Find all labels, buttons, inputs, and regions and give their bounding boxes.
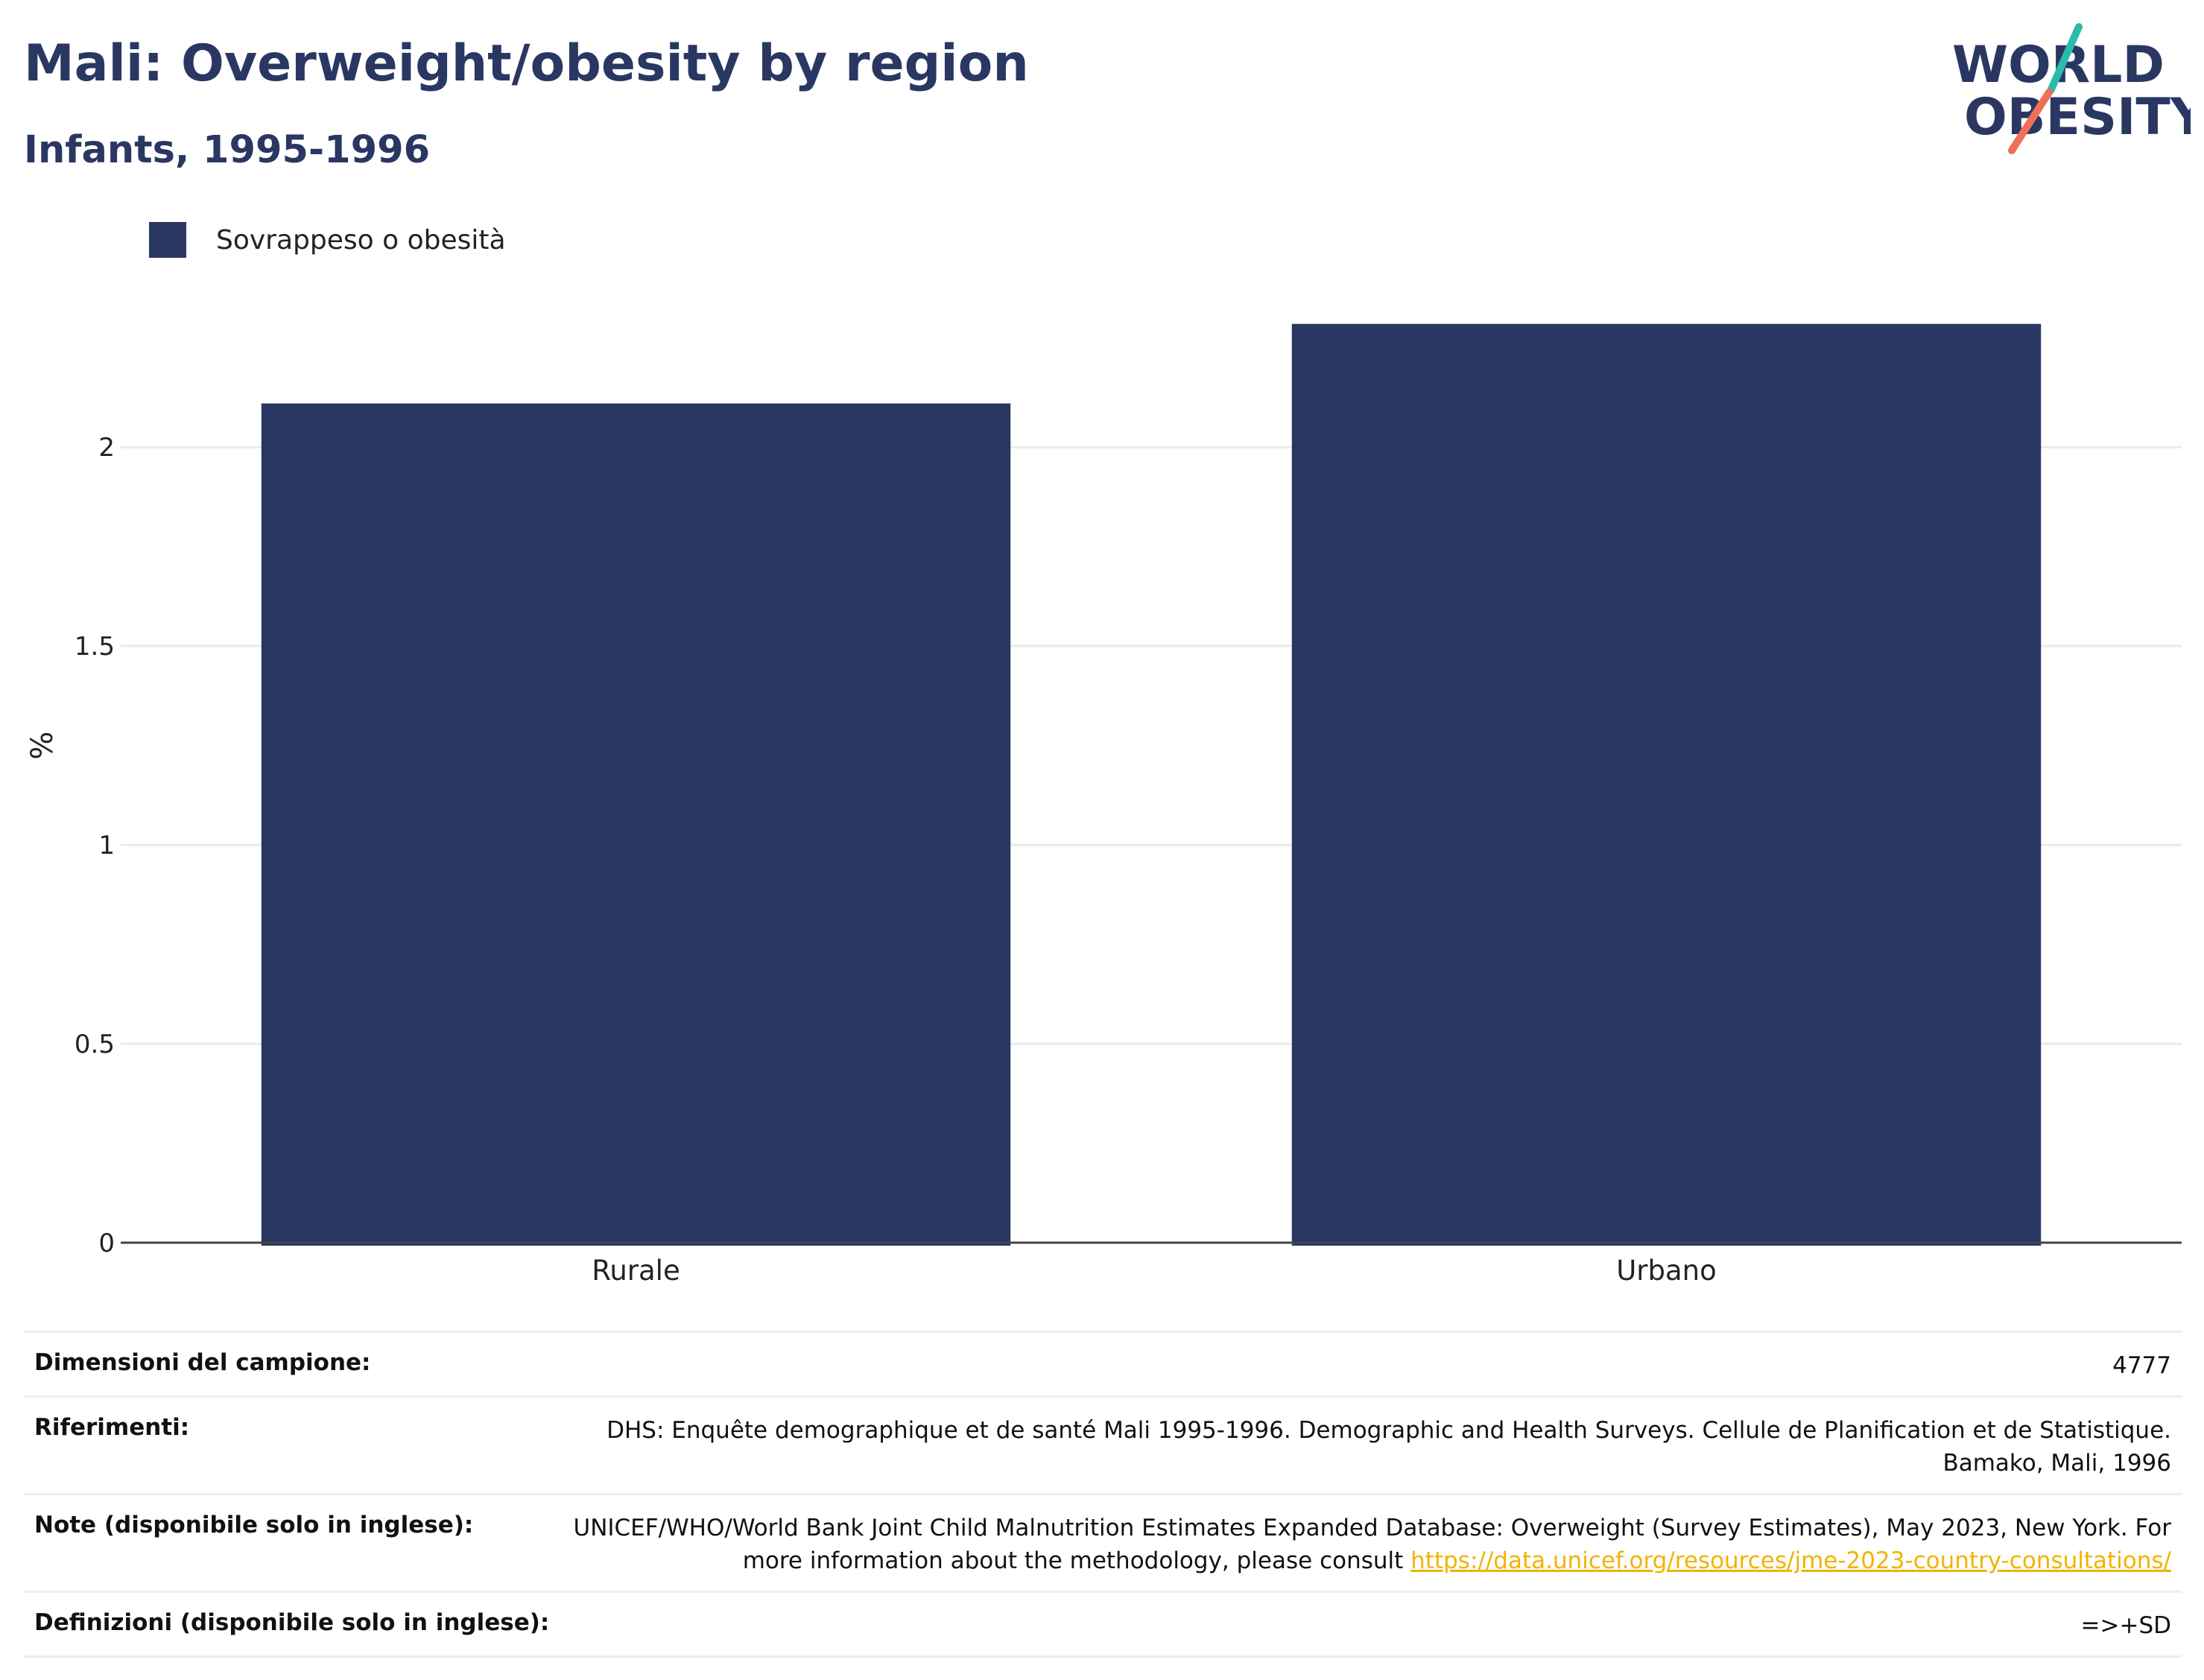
- chart-legend[interactable]: Sovrappeso o obesità: [149, 222, 506, 258]
- sample-size-value: 4777: [2112, 1352, 2171, 1379]
- definitions-value: =>+SD: [2080, 1612, 2171, 1639]
- chart-title: Mali: Overweight/obesity by region: [24, 34, 1029, 93]
- y-tick-label: 2: [98, 433, 115, 463]
- references-value: DHS: Enquête demographique et de santé M…: [607, 1417, 2171, 1477]
- logo-slash-coral: [2008, 89, 2053, 154]
- info-row-notes: Note (disponibile solo in inglese): UNIC…: [24, 1493, 2182, 1591]
- info-row-sample-size: Dimensioni del campione: 4777: [24, 1331, 2182, 1395]
- y-tick-label: 1: [98, 831, 115, 860]
- chart-subtitle: Infants, 1995-1996: [24, 128, 431, 172]
- info-row-references: Riferimenti: DHS: Enquête demographique …: [24, 1395, 2182, 1493]
- bar-rurale[interactable]: [261, 403, 1011, 1246]
- y-tick-label: 0.5: [75, 1030, 115, 1059]
- axes: 0 0.5 1 1.5 2 Rurale Urbano%: [25, 433, 2182, 1287]
- y-tick-label: 1.5: [75, 632, 115, 662]
- definitions-label: Definizioni (disponibile solo in inglese…: [34, 1609, 550, 1636]
- info-table: Dimensioni del campione: 4777 Riferiment…: [24, 1331, 2182, 1658]
- logo-text-obesity: OBESITY: [1964, 88, 2191, 147]
- references-label: Riferimenti:: [34, 1414, 190, 1441]
- x-tick-label: Urbano: [1616, 1255, 1717, 1287]
- notes-label: Note (disponibile solo in inglese):: [34, 1512, 474, 1538]
- bar-chart: 0 0.5 1 1.5 2 Rurale Urbano%: [25, 323, 2182, 1287]
- notes-value: UNICEF/WHO/World Bank Joint Child Malnut…: [569, 1512, 2172, 1577]
- y-tick-label: 0: [98, 1229, 115, 1258]
- info-row-definitions: Definizioni (disponibile solo in inglese…: [24, 1591, 2182, 1658]
- y-axis-label: %: [25, 732, 60, 760]
- x-tick-label: Rurale: [592, 1255, 680, 1287]
- world-obesity-logo: WORLD OBESITY: [1952, 23, 2191, 154]
- bar-urbano[interactable]: [1291, 323, 2042, 1246]
- bars: [261, 323, 2042, 1246]
- legend-swatch: [149, 222, 186, 258]
- notes-text: UNICEF/WHO/World Bank Joint Child Malnut…: [573, 1515, 2172, 1574]
- sample-size-label: Dimensioni del campione:: [34, 1349, 371, 1376]
- legend-label: Sovrappeso o obesità: [216, 224, 506, 256]
- notes-link[interactable]: https://data.unicef.org/resources/jme-20…: [1410, 1547, 2171, 1574]
- logo-slash-teal: [2047, 23, 2083, 95]
